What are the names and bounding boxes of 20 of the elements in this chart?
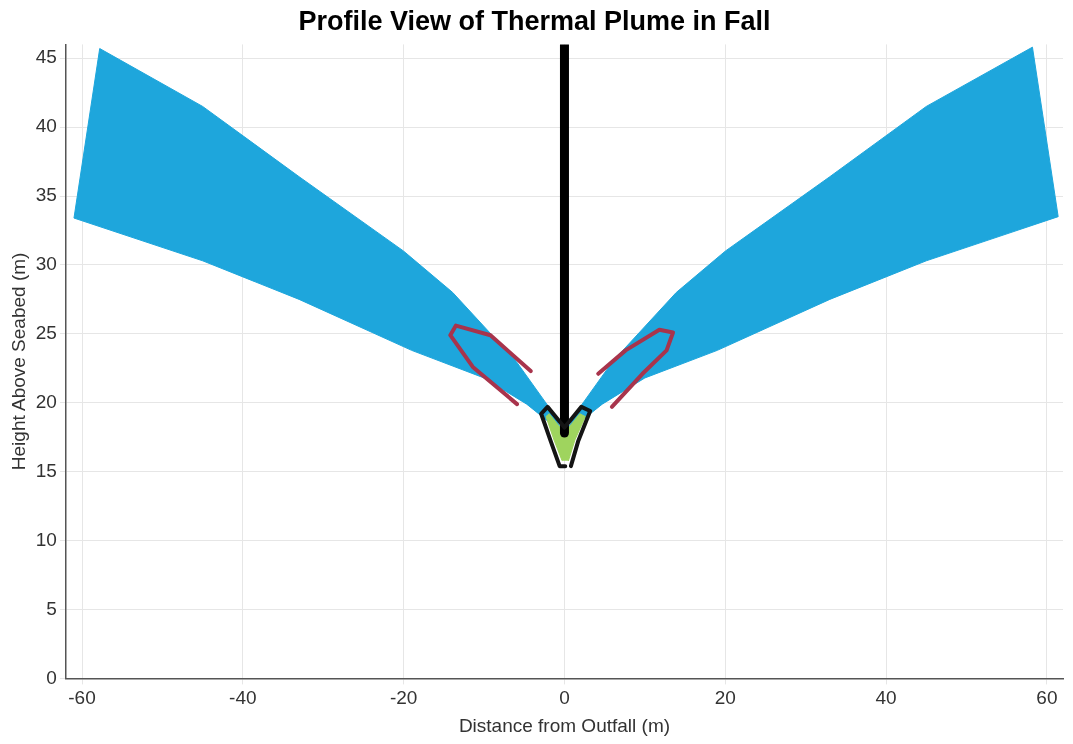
x-tick-label: -40: [229, 687, 257, 709]
y-tick-label: 35: [35, 184, 57, 206]
y-tick-label: 5: [46, 597, 57, 619]
y-axis-title: Height Above Seabed (m): [7, 252, 29, 471]
y-tick-label: 40: [35, 115, 57, 137]
x-tick-label: 20: [714, 687, 736, 709]
y-tick-label: 30: [35, 253, 57, 275]
y-tick-label: 45: [35, 46, 57, 68]
x-tick-label: -20: [389, 687, 418, 709]
y-tick-label: 20: [35, 390, 57, 412]
y-tick-label: 15: [35, 459, 57, 481]
y-tick-label: 25: [35, 322, 57, 344]
x-tick-label: 60: [1036, 687, 1058, 709]
x-axis-title: Distance from Outfall (m): [458, 714, 671, 736]
y-tick-label: 0: [46, 666, 57, 688]
x-tick-label: 40: [875, 687, 897, 709]
x-tick-label: 0: [559, 687, 570, 709]
chart-title: Profile View of Thermal Plume in Fall: [298, 5, 771, 36]
y-tick-label: 10: [35, 528, 57, 550]
x-tick-label: -60: [68, 687, 96, 709]
